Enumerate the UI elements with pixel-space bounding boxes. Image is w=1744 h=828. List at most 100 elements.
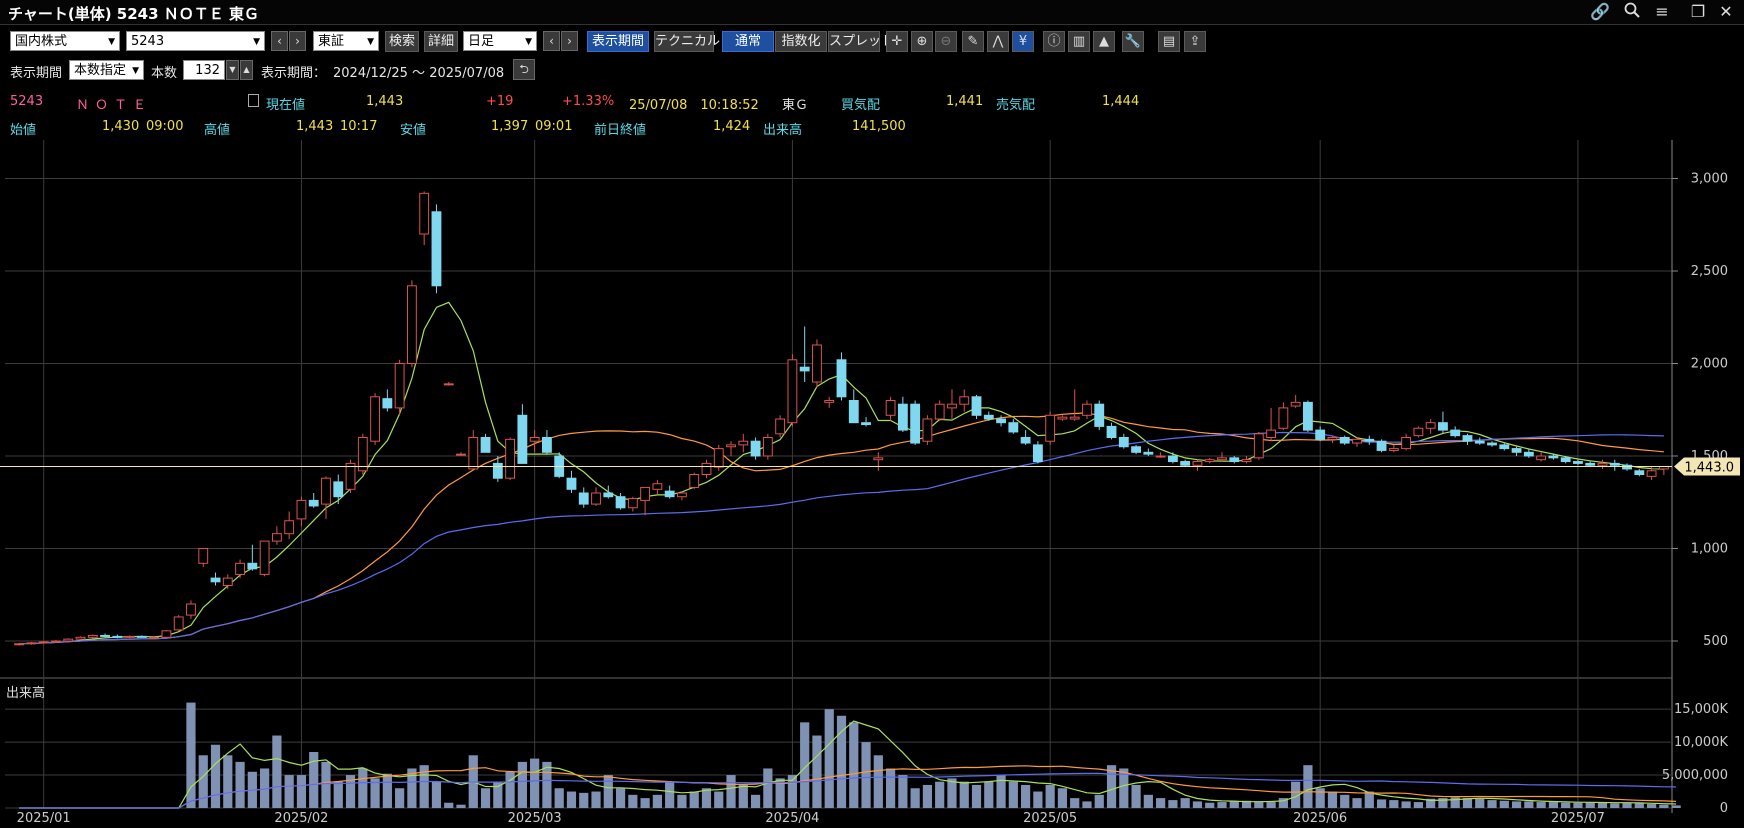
volume-ma-short-line [19,720,1677,809]
candle-up [959,396,970,405]
display-period-button[interactable]: 表示期間 [587,31,649,52]
zoom-out-icon[interactable]: ⊖ [935,31,957,52]
candle-up [186,603,196,616]
link-icon[interactable]: 🔗 [1590,2,1610,21]
zoom-in-icon[interactable]: ⊕ [911,31,933,52]
volume-bar [1315,788,1325,808]
volume-bar [579,792,589,808]
menu-icon[interactable]: ≡ [1655,2,1669,21]
candle-up [443,383,454,386]
detail-button[interactable]: 詳細 [424,31,458,52]
ma-long-line [19,431,1664,645]
candle-down [1315,429,1326,440]
candle-down [971,396,982,416]
candle-up [873,457,884,461]
normal-mode-button[interactable]: 通常 [722,31,774,52]
print-icon[interactable]: ▤ [1158,31,1180,52]
candle-down [1499,444,1510,450]
volume-bar [1426,798,1436,808]
volume-bar [800,722,810,808]
candle-up [1413,427,1424,437]
count-input[interactable]: 132 [183,60,225,80]
volume-bar [885,768,896,808]
candle-down [996,418,1006,424]
volume-bar [1364,791,1374,808]
index-mode-button[interactable]: 指数化 [775,31,827,52]
exchange-select[interactable]: 東証 ▼ [313,31,379,51]
close-window-icon[interactable]: ✕ [1719,2,1733,21]
market-select[interactable]: 国内株式 ▼ [10,31,120,51]
candle-up [677,492,687,498]
high-label: 高値 [204,123,231,138]
candle-down [1523,451,1534,457]
crosshair-icon[interactable]: ✛ [886,31,908,52]
export-icon[interactable]: ⇪ [1184,31,1206,52]
volume-tick-label: 0 [1720,801,1728,816]
candle-up [627,498,638,509]
candle-up [222,577,233,586]
settings-wrench-icon[interactable]: 🔧 [1122,31,1144,52]
volume-bar [996,775,1006,808]
candle-up [235,562,245,575]
volume-bar [198,755,208,808]
search-button[interactable]: 検索 [385,31,419,52]
volume-bar [1389,800,1399,808]
candle-up [701,462,712,475]
price-tick-label: 1,000 [1691,542,1728,557]
period-select[interactable]: 日足 ▼ [463,31,537,51]
next-period-button[interactable]: › [561,31,578,51]
volume-bar [284,775,294,808]
candle-down [664,490,675,498]
restore-window-icon[interactable]: ❐ [1690,2,1706,21]
candle-up [51,640,61,643]
search-icon[interactable] [1622,2,1642,22]
trend-tool-icon[interactable]: ⋀ [987,31,1009,52]
candle-down [1573,461,1583,464]
candle-down [136,635,147,638]
chart-grid [0,140,1678,813]
volume-bar [873,755,883,808]
open-label: 始値 [10,123,37,138]
count-down-button[interactable]: ▼ [226,60,239,80]
candle-down [542,437,552,453]
volume-bar [959,781,969,808]
next-code-button[interactable]: › [289,31,306,51]
candle-up [357,437,368,472]
prev-code-button[interactable]: ‹ [271,31,288,51]
candle-down [1450,429,1461,437]
current-value: 1,443 [366,94,404,109]
volume-bar [1376,799,1387,808]
volume-bar [1021,784,1031,808]
draw-line-icon[interactable]: ✎ [962,31,984,52]
volume-bar [984,781,994,808]
price-tick-label: 2,000 [1691,357,1728,372]
ask-label: 売気配 [996,98,1036,113]
technical-button[interactable]: テクニカル [654,31,720,52]
prev-close-label: 前日終値 [594,123,647,138]
document-icon[interactable] [248,94,259,107]
candle-down [983,414,994,420]
area-style-icon[interactable]: ▲ [1093,31,1115,52]
yen-icon[interactable]: ¥ [1012,31,1034,52]
info-icon[interactable]: ⓘ [1043,31,1065,52]
code-select[interactable]: 5243 ▼ [126,31,265,51]
prev-period-button[interactable]: ‹ [543,31,560,51]
volume-bar [1487,800,1497,808]
change-percent: +1.33% [562,94,615,109]
volume-bar [861,742,871,808]
candle-style-icon[interactable]: ▥ [1068,31,1090,52]
quote-code: 5243 [10,94,44,109]
open-value: 1,430 [102,119,140,134]
volume-tick-label: 5,000,000 [1662,768,1728,783]
candle-up [1425,422,1436,429]
bid-value: 1,441 [946,94,984,109]
volume-bar [1192,801,1203,808]
count-up-button[interactable]: ▲ [240,60,253,80]
candle-up [345,462,356,490]
reset-range-button[interactable]: ⮌ [513,59,535,80]
volume-bar [1475,798,1485,808]
period-mode-select[interactable]: 本数指定 ▼ [69,60,144,80]
candle-up [173,616,184,631]
spread-mode-button[interactable]: スプレッド [828,31,894,52]
